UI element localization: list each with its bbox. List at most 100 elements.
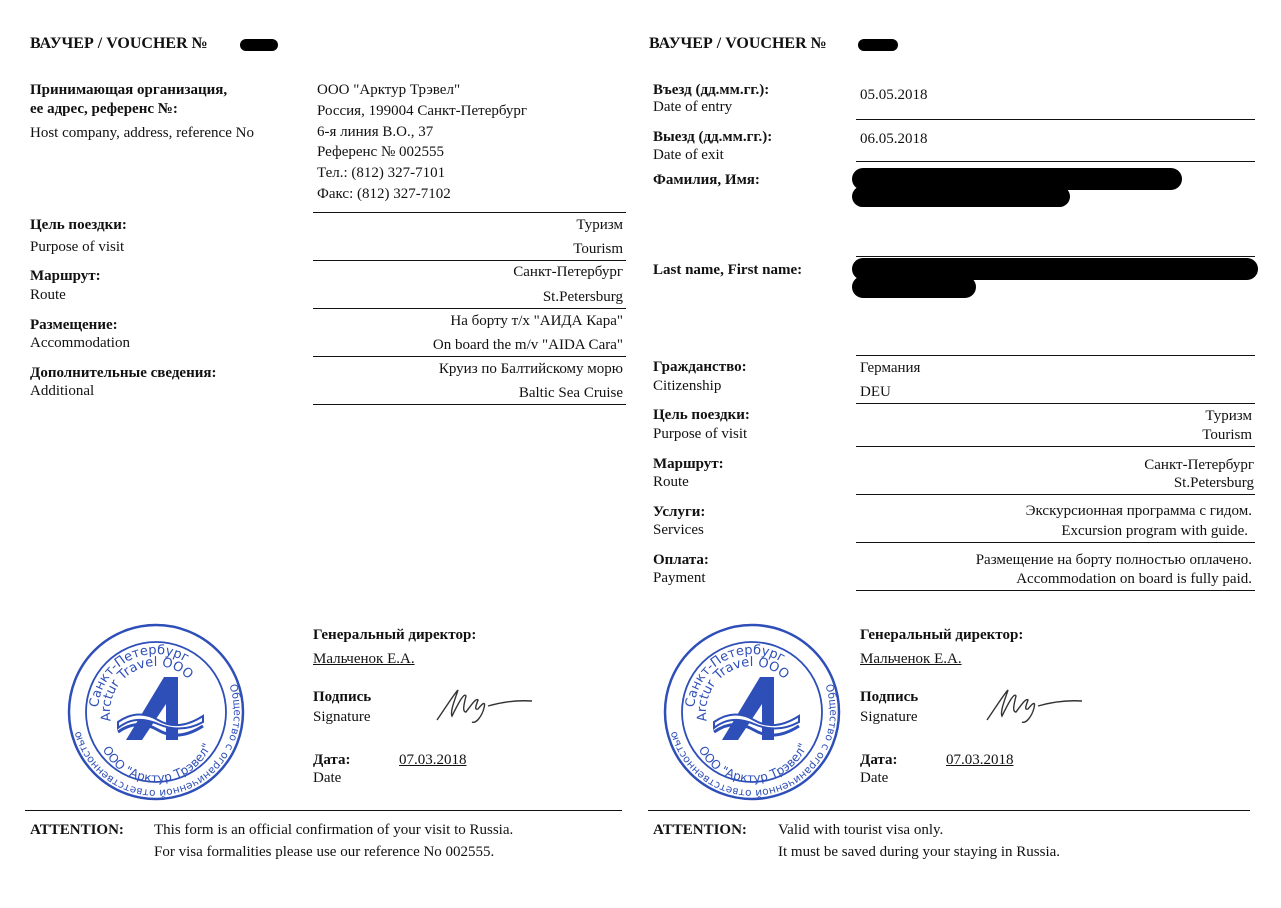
divider — [313, 212, 626, 213]
value-ru: Германия — [860, 360, 921, 376]
divider — [856, 161, 1255, 162]
name-ru-label: Фамилия, Имя: — [653, 172, 760, 188]
label-ru: Цель поездки: — [653, 407, 750, 423]
label-ru: Оплата: — [653, 552, 709, 568]
divider — [313, 356, 626, 357]
value-en: DEU — [860, 384, 891, 400]
label-en: Purpose of visit — [30, 239, 125, 255]
divider — [856, 590, 1255, 591]
divider — [25, 810, 622, 811]
date-label-en: Date — [860, 770, 889, 786]
label-en: Payment — [653, 570, 706, 586]
divider — [856, 494, 1255, 495]
date-label-en: Date — [313, 770, 342, 786]
value-en: St.Petersburg — [542, 289, 623, 305]
redacted-name — [852, 276, 976, 298]
exit-label-en: Date of exit — [653, 147, 724, 163]
divider — [856, 256, 1255, 257]
label-ru: Маршрут: — [653, 456, 724, 472]
label-ru: Услуги: — [653, 504, 706, 520]
divider — [313, 308, 626, 309]
host-line: Референс № 002555 — [317, 144, 445, 160]
entry-value: 05.05.2018 — [860, 87, 928, 103]
label-ru: Маршрут: — [30, 268, 101, 284]
attention-line: It must be saved during your staying in … — [778, 844, 1061, 860]
label-ru: Размещение: — [30, 317, 118, 333]
host-label-ru-1: Принимающая организация, — [30, 82, 228, 98]
value-ru: На борту т/х "АИДА Кара" — [450, 313, 623, 329]
label-ru: Дополнительные сведения: — [30, 365, 217, 381]
divider — [856, 355, 1255, 356]
voucher-title: ВАУЧЕР / VOUCHER № — [30, 35, 208, 52]
divider — [856, 446, 1255, 447]
value-ru: Размещение на борту полностью оплачено. — [975, 552, 1252, 568]
host-label-ru-2: ее адрес, референс №: — [30, 101, 178, 117]
director-label: Генеральный директор: — [313, 627, 477, 643]
divider — [313, 260, 626, 261]
signature-icon — [986, 689, 1083, 723]
divider — [648, 810, 1250, 811]
host-line: 6-я линия В.О., 37 — [317, 124, 434, 140]
signature-label-en: Signature — [313, 709, 371, 725]
label-ru: Гражданство: — [653, 359, 747, 375]
divider — [856, 119, 1255, 120]
redacted-name — [852, 258, 1258, 280]
signature-label-en: Signature — [860, 709, 918, 725]
value-en: Baltic Sea Cruise — [518, 385, 623, 401]
company-stamp-icon: Общество с ограниченной ответственностью… — [67, 623, 245, 801]
value-ru: Круиз по Балтийскому морю — [438, 361, 623, 377]
attention-line: For visa formalities please use our refe… — [154, 844, 495, 860]
redacted-voucher-number — [858, 39, 898, 51]
host-line: Россия, 199004 Санкт-Петербург — [317, 103, 528, 119]
director-name: Мальченок Е.А. — [313, 651, 415, 667]
host-line: Тел.: (812) 327-7101 — [317, 165, 446, 181]
signature-label-ru: Подпись — [313, 689, 372, 705]
label-en: Route — [653, 474, 689, 490]
name-en-label: Last name, First name: — [653, 262, 803, 278]
value-en: St.Petersburg — [1173, 475, 1254, 491]
host-line: Факс: (812) 327-7102 — [317, 186, 451, 202]
attention-label: ATTENTION: — [30, 822, 124, 838]
company-stamp-icon: Общество с ограниченной ответственностью… — [663, 623, 841, 801]
signature-label-ru: Подпись — [860, 689, 919, 705]
redacted-voucher-number — [240, 39, 278, 51]
voucher-title: ВАУЧЕР / VOUCHER № — [649, 35, 827, 52]
value-ru: Туризм — [1205, 408, 1252, 424]
value-ru: Санкт-Петербург — [513, 264, 623, 280]
value-en: Excursion program with guide. — [1061, 523, 1248, 539]
value-ru: Туризм — [576, 217, 623, 233]
date-value: 07.03.2018 — [946, 752, 1014, 768]
value-ru: Экскурсионная программа с гидом. — [1025, 503, 1252, 519]
redacted-name — [852, 168, 1182, 190]
date-value: 07.03.2018 — [399, 752, 467, 768]
label-en: Services — [653, 522, 704, 538]
attention-line: This form is an official confirmation of… — [154, 822, 514, 838]
host-line: ООО "Арктур Трэвел" — [317, 82, 461, 98]
entry-label-ru: Въезд (дд.мм.гг.): — [653, 82, 770, 98]
attention-label: ATTENTION: — [653, 822, 747, 838]
label-en: Purpose of visit — [653, 426, 748, 442]
redacted-name — [852, 186, 1070, 207]
exit-value: 06.05.2018 — [860, 131, 928, 147]
host-label-en: Host company, address, reference No — [30, 125, 254, 141]
label-en: Citizenship — [653, 378, 722, 394]
value-ru: Санкт-Петербург — [1144, 457, 1254, 473]
label-en: Route — [30, 287, 66, 303]
value-en: Tourism — [1202, 427, 1252, 443]
label-ru: Цель поездки: — [30, 217, 127, 233]
signature-icon — [436, 689, 533, 723]
value-en: Tourism — [573, 241, 623, 257]
value-en: Accommodation on board is fully paid. — [1016, 571, 1252, 587]
director-label: Генеральный директор: — [860, 627, 1024, 643]
attention-line: Valid with tourist visa only. — [778, 822, 944, 838]
value-en: On board the m/v "AIDA Cara" — [432, 337, 623, 353]
label-en: Accommodation — [30, 335, 130, 351]
date-label-ru: Дата: — [860, 752, 898, 768]
label-en: Additional — [30, 383, 95, 399]
divider — [313, 404, 626, 405]
exit-label-ru: Выезд (дд.мм.гг.): — [653, 129, 773, 145]
director-name: Мальченок Е.А. — [860, 651, 962, 667]
entry-label-en: Date of entry — [653, 99, 733, 115]
divider — [856, 542, 1255, 543]
date-label-ru: Дата: — [313, 752, 351, 768]
